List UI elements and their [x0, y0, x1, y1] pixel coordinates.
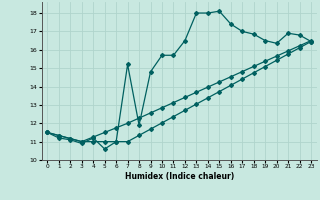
- X-axis label: Humidex (Indice chaleur): Humidex (Indice chaleur): [124, 172, 234, 181]
